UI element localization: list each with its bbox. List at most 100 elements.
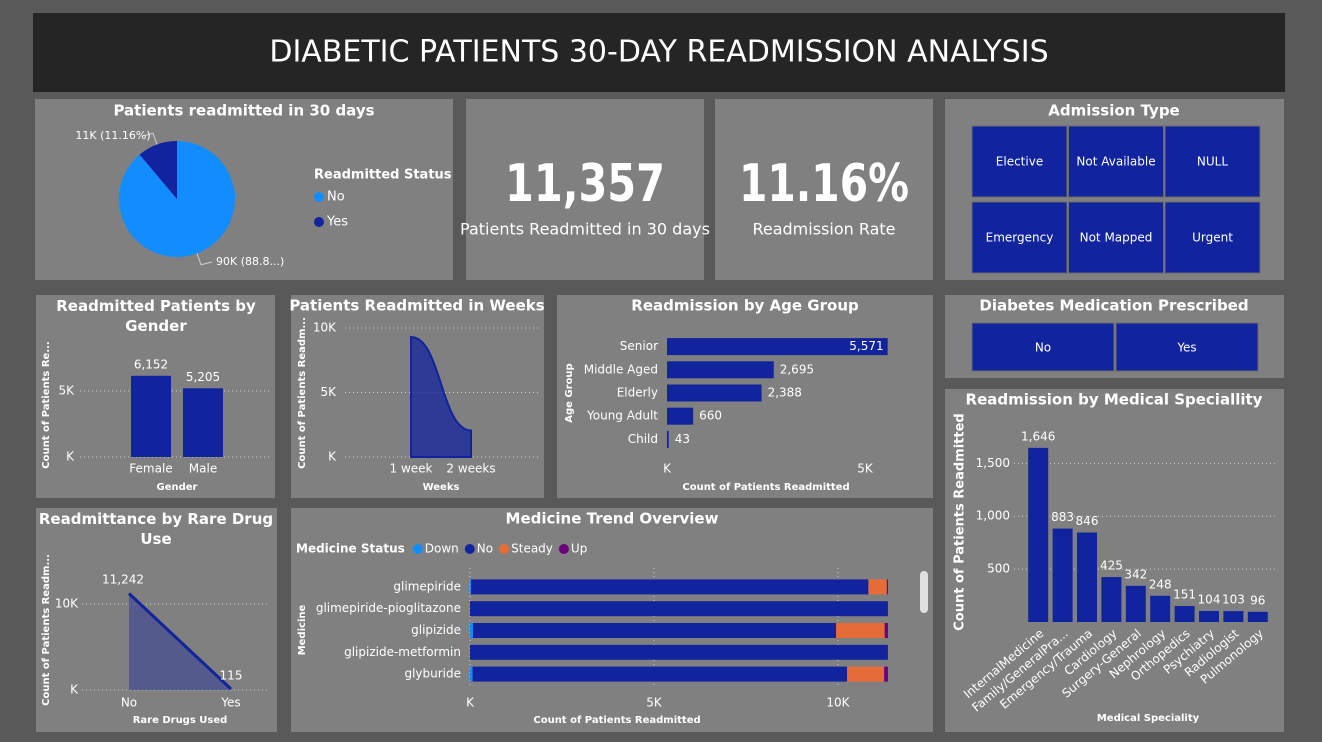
slicer-button[interactable] xyxy=(971,201,1068,274)
y-tick-label: Senior xyxy=(620,339,658,353)
slicer-title: Diabetes Medication Prescribed xyxy=(979,297,1248,315)
chart-title: Readmission by Age Group xyxy=(631,297,859,315)
data-label: 883 xyxy=(1051,510,1074,524)
pie-slice xyxy=(119,141,236,257)
scrollbar[interactable] xyxy=(920,571,928,613)
data-label: 104 xyxy=(1198,592,1221,606)
y-tick-label: glimepiride-pioglitazone xyxy=(316,601,461,615)
y-tick-label: 10K xyxy=(55,597,79,611)
slicer-item: Yes xyxy=(1176,341,1196,355)
y-tick-label: K xyxy=(70,683,79,697)
bar xyxy=(1174,606,1195,622)
bar xyxy=(1223,611,1244,622)
slicer-button[interactable] xyxy=(1068,201,1164,274)
slicer-button[interactable] xyxy=(971,125,1068,198)
panel xyxy=(715,99,933,280)
bar-segment xyxy=(472,623,837,638)
bar xyxy=(1125,585,1146,622)
slicer-button[interactable] xyxy=(1164,201,1261,274)
y-tick-label: K xyxy=(66,450,75,464)
bar-segment xyxy=(886,579,888,595)
kpi-label: Readmission Rate xyxy=(752,220,895,239)
bar xyxy=(1199,610,1219,622)
legend-swatch xyxy=(314,217,324,227)
slicer-item: Emergency xyxy=(986,231,1054,245)
bar-segment xyxy=(868,579,887,595)
bar xyxy=(131,375,171,457)
bar-segment xyxy=(846,666,885,682)
kpi-label: Patients Readmitted in 30 days xyxy=(460,220,710,239)
x-tick-label: 10K xyxy=(826,696,850,710)
kpi-value: 11,357 xyxy=(505,154,665,214)
data-label: 103 xyxy=(1222,593,1245,607)
y-tick-label: 1,500 xyxy=(976,456,1010,470)
bar xyxy=(1150,595,1171,622)
slicer-item: Not Mapped xyxy=(1080,231,1153,245)
chart-title: Medicine Trend Overview xyxy=(506,510,719,528)
slicer-button[interactable] xyxy=(1068,125,1164,198)
x-axis-title: Medical Speciality xyxy=(1097,713,1200,724)
bar-segment xyxy=(836,623,885,638)
y-tick-label: glimepiride xyxy=(393,579,461,593)
y-tick-label: Middle Aged xyxy=(584,362,658,376)
chart-title: Readmitted Patients by Gender xyxy=(56,297,256,335)
data-label: 90K (88.8...) xyxy=(216,255,284,268)
x-axis-title: Gender xyxy=(157,482,198,493)
slicer-item: Not Available xyxy=(1076,155,1155,169)
leader-line xyxy=(196,253,213,266)
x-tick-label: K xyxy=(466,696,475,710)
panel xyxy=(945,389,1284,732)
slicer-item: No xyxy=(1035,341,1051,355)
data-label: 96 xyxy=(1250,593,1265,607)
data-label: 2,695 xyxy=(780,362,814,376)
y-axis-title: Count of Patients Readmitted xyxy=(953,413,968,630)
bar xyxy=(667,430,669,448)
data-label: 11,242 xyxy=(102,573,144,587)
y-tick-label: 10K xyxy=(313,321,337,335)
y-tick-label: 1,000 xyxy=(976,509,1010,523)
data-label: 11K (11.16%) xyxy=(75,129,150,142)
y-axis-title: Age Group xyxy=(564,363,575,422)
legend-swatch xyxy=(499,544,510,554)
bar-segment xyxy=(470,666,473,682)
legend-title: Medicine Status xyxy=(296,542,405,556)
data-label: 5,205 xyxy=(186,370,220,384)
slicer-item: Elective xyxy=(996,155,1043,169)
panel xyxy=(291,508,933,732)
legend-label: Up xyxy=(571,542,587,556)
x-axis-title: Count of Patients Readmitted xyxy=(533,715,700,726)
bar xyxy=(1247,611,1268,622)
x-tick-label: 2 weeks xyxy=(446,462,495,476)
slicer-button[interactable] xyxy=(1115,322,1259,372)
bar xyxy=(1101,577,1122,622)
x-tick-label: Male xyxy=(189,462,217,476)
x-tick-label: 1 week xyxy=(390,462,433,476)
dashboard-title: DIABETIC PATIENTS 30-DAY READMISSION ANA… xyxy=(269,35,1048,70)
data-label: 6,152 xyxy=(134,357,168,371)
y-tick-label: Young Adult xyxy=(586,409,658,423)
chart-title: Patients readmitted in 30 days xyxy=(113,102,374,120)
x-tick-label: Yes xyxy=(220,696,240,710)
y-tick-label: Elderly xyxy=(617,386,658,400)
x-tick-label: 5K xyxy=(646,696,663,710)
slicer-button[interactable] xyxy=(971,322,1115,372)
legend-title: Readmitted Status xyxy=(314,168,452,183)
legend-swatch xyxy=(412,544,423,554)
bar xyxy=(667,384,762,402)
data-label: 846 xyxy=(1076,514,1099,528)
bar-segment xyxy=(884,623,888,638)
legend-label: No xyxy=(327,190,345,205)
y-tick-label: Child xyxy=(628,432,658,446)
bar-segment xyxy=(470,579,869,595)
legend-label: No xyxy=(477,542,493,556)
panel xyxy=(35,99,453,280)
data-label: 115 xyxy=(220,669,243,683)
legend-label: Yes xyxy=(326,215,348,230)
slicer-button[interactable] xyxy=(1164,125,1261,198)
bar-segment xyxy=(884,666,888,682)
y-axis-title: Count of Patients Readm... xyxy=(41,554,52,706)
legend-swatch xyxy=(314,192,324,202)
line xyxy=(127,592,233,691)
x-tick-label: 5K xyxy=(857,462,874,476)
y-tick-label: glyburide xyxy=(404,667,461,681)
